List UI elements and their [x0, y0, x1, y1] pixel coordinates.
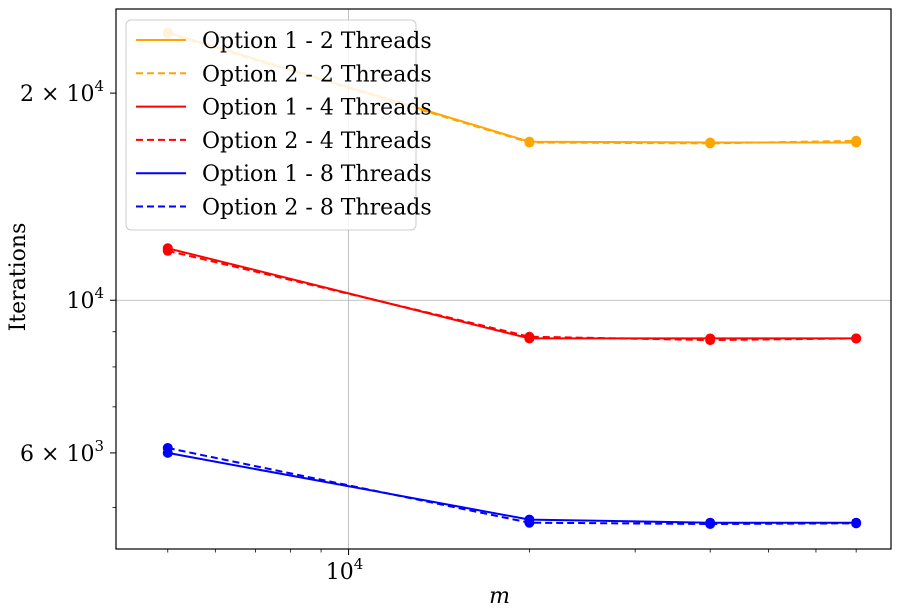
x-axis-label: m: [489, 584, 510, 609]
data-point: [851, 135, 862, 146]
legend-label: Option 1 - 2 Threads: [202, 29, 432, 54]
data-point: [851, 333, 862, 344]
series-option-2-8-threads: [162, 442, 862, 529]
series-line: [167, 447, 857, 526]
legend-label: Option 2 - 4 Threads: [202, 129, 432, 154]
series-option-2-4-threads: [162, 245, 862, 346]
legend-label: Option 1 - 8 Threads: [202, 162, 432, 187]
data-point: [524, 517, 535, 528]
data-point: [705, 335, 716, 346]
legend-label: Option 1 - 4 Threads: [202, 96, 432, 121]
data-point: [705, 518, 716, 529]
data-point: [851, 518, 862, 529]
data-point: [524, 331, 535, 342]
x-tick-label: 104: [326, 555, 364, 585]
series-line: [167, 249, 857, 342]
series-line: [167, 451, 857, 524]
series-line: [167, 247, 857, 340]
legend-frame: [125, 19, 417, 231]
legend-label: Option 2 - 8 Threads: [202, 196, 432, 221]
y-tick-label: 104: [66, 284, 104, 314]
data-point: [162, 442, 173, 453]
legend-label: Option 2 - 2 Threads: [202, 62, 432, 87]
y-axis-label: Iterations: [6, 223, 31, 332]
data-point: [705, 138, 716, 149]
y-tick-label: 2 × 104: [20, 77, 104, 107]
series-option-1-8-threads: [162, 447, 862, 528]
series-option-1-4-threads: [162, 243, 862, 344]
plot-frame: [115, 8, 892, 550]
data-point: [162, 245, 173, 256]
data-point: [524, 137, 535, 148]
tick-layer: 104 6 × 103 104 2 × 104: [20, 77, 857, 585]
y-tick-label: 6 × 103: [20, 437, 104, 467]
legend: Option 1 - 2 Threads Option 2 - 2 Threads…: [125, 19, 432, 231]
